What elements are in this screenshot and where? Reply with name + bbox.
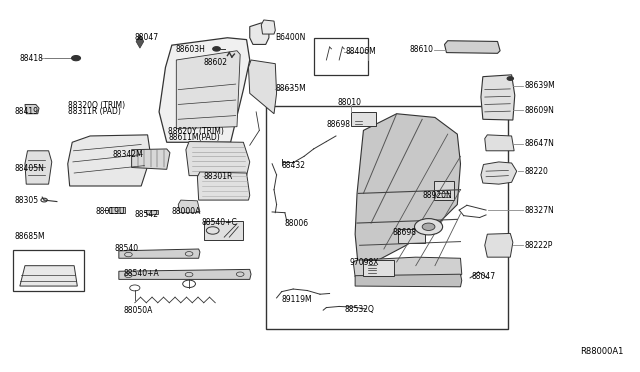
Bar bbox=[351, 112, 376, 126]
Text: 88222P: 88222P bbox=[524, 241, 553, 250]
Text: 88327N: 88327N bbox=[524, 206, 554, 215]
Circle shape bbox=[212, 46, 220, 51]
Circle shape bbox=[507, 77, 513, 80]
Polygon shape bbox=[197, 172, 250, 200]
Text: 88698: 88698 bbox=[393, 228, 417, 237]
Text: 88006: 88006 bbox=[285, 219, 309, 228]
Polygon shape bbox=[132, 149, 170, 169]
Text: R88000A1: R88000A1 bbox=[580, 347, 623, 356]
Text: 88406M: 88406M bbox=[346, 47, 376, 56]
Polygon shape bbox=[176, 51, 240, 129]
Polygon shape bbox=[355, 274, 462, 287]
Text: 88635M: 88635M bbox=[275, 84, 306, 93]
Text: 88000A: 88000A bbox=[172, 207, 201, 216]
Text: 88540+A: 88540+A bbox=[124, 269, 159, 278]
Bar bbox=[13, 250, 84, 291]
Text: 89119M: 89119M bbox=[282, 295, 312, 304]
Polygon shape bbox=[20, 266, 77, 286]
Text: 88342M: 88342M bbox=[113, 150, 143, 159]
Polygon shape bbox=[119, 249, 200, 258]
Polygon shape bbox=[178, 200, 200, 213]
Text: 88920N: 88920N bbox=[422, 191, 452, 200]
Bar bbox=[147, 210, 158, 214]
Text: 88405N: 88405N bbox=[15, 164, 45, 173]
Circle shape bbox=[422, 223, 435, 231]
Polygon shape bbox=[25, 105, 39, 114]
Text: 88609N: 88609N bbox=[524, 106, 554, 115]
Bar bbox=[314, 38, 368, 75]
Polygon shape bbox=[481, 75, 515, 120]
Text: 88019U: 88019U bbox=[95, 207, 125, 216]
Polygon shape bbox=[186, 141, 250, 176]
Text: 88603H: 88603H bbox=[175, 45, 205, 54]
Text: 97098X: 97098X bbox=[349, 258, 379, 267]
Bar bbox=[434, 181, 454, 200]
Text: 88698: 88698 bbox=[326, 121, 350, 129]
Bar bbox=[204, 221, 243, 240]
Text: 88320Q (TRIM): 88320Q (TRIM) bbox=[68, 101, 125, 110]
Bar bbox=[364, 260, 394, 276]
Text: 88540: 88540 bbox=[115, 244, 138, 253]
Polygon shape bbox=[261, 20, 275, 34]
Polygon shape bbox=[250, 23, 269, 44]
Text: 88050A: 88050A bbox=[124, 306, 153, 315]
Text: 88047: 88047 bbox=[472, 272, 496, 281]
Text: 88647N: 88647N bbox=[524, 139, 554, 148]
Polygon shape bbox=[119, 269, 251, 279]
Polygon shape bbox=[136, 35, 144, 48]
Polygon shape bbox=[68, 135, 151, 186]
Text: 88639M: 88639M bbox=[524, 81, 555, 90]
Text: B6400N: B6400N bbox=[275, 32, 306, 42]
Text: 88542: 88542 bbox=[135, 211, 159, 219]
Polygon shape bbox=[355, 114, 461, 267]
Polygon shape bbox=[484, 234, 513, 257]
Text: 88301R: 88301R bbox=[204, 172, 233, 181]
Text: 88311R (PAD): 88311R (PAD) bbox=[68, 108, 120, 116]
Text: 88418: 88418 bbox=[20, 54, 44, 62]
Text: 88432: 88432 bbox=[282, 161, 306, 170]
Polygon shape bbox=[25, 151, 52, 184]
Polygon shape bbox=[445, 41, 500, 53]
Bar bbox=[398, 230, 425, 243]
Polygon shape bbox=[484, 135, 514, 151]
Text: 88610: 88610 bbox=[410, 45, 433, 54]
Text: 88602: 88602 bbox=[204, 58, 228, 67]
Polygon shape bbox=[481, 162, 516, 184]
Text: 88220: 88220 bbox=[524, 167, 548, 176]
Text: 88540+C: 88540+C bbox=[202, 218, 237, 227]
Text: 88419: 88419 bbox=[15, 108, 39, 116]
Text: 88305: 88305 bbox=[15, 196, 39, 205]
Text: 88010: 88010 bbox=[338, 98, 362, 107]
Polygon shape bbox=[248, 60, 276, 114]
Bar bbox=[109, 208, 125, 213]
Polygon shape bbox=[353, 257, 462, 279]
Circle shape bbox=[415, 219, 443, 235]
Bar bbox=[266, 106, 508, 329]
Text: 88047: 88047 bbox=[135, 33, 159, 42]
Circle shape bbox=[72, 55, 81, 61]
Text: 88620Y (TRIM): 88620Y (TRIM) bbox=[168, 126, 224, 136]
Polygon shape bbox=[159, 38, 250, 142]
Text: 88685M: 88685M bbox=[15, 232, 45, 241]
Text: 88532Q: 88532Q bbox=[344, 305, 374, 314]
Text: 88611M(PAD): 88611M(PAD) bbox=[168, 132, 220, 142]
